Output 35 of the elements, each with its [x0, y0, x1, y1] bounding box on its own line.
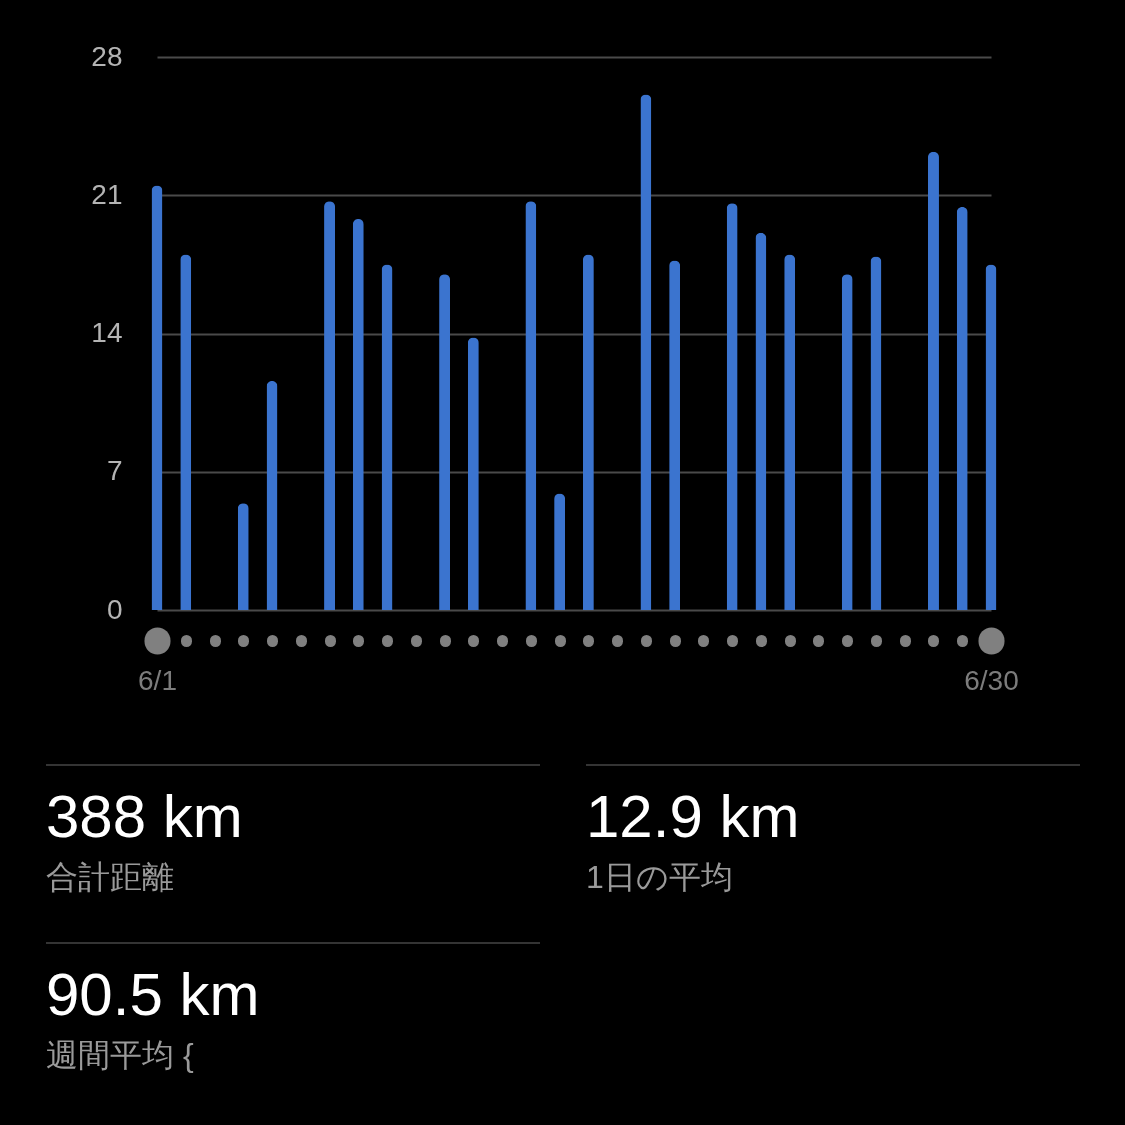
y-tick-label: 21 [91, 178, 123, 210]
bar [180, 254, 192, 610]
bar [669, 260, 681, 610]
bar [784, 254, 796, 610]
bar [755, 232, 767, 610]
bar [554, 493, 566, 610]
text: 90.5 km [46, 961, 261, 1028]
bar [324, 201, 336, 610]
text: 1日の平均 [586, 858, 734, 897]
bar [266, 380, 278, 610]
bar [237, 503, 249, 610]
bar [841, 274, 853, 610]
bar [151, 185, 163, 610]
bar [726, 203, 738, 610]
x-tick-label: 6/1 [138, 664, 177, 696]
bar [956, 207, 968, 610]
bar [582, 254, 594, 610]
bar [640, 94, 652, 610]
bar [525, 201, 537, 610]
bar [439, 274, 451, 610]
y-tick-label: 28 [91, 40, 123, 72]
x-tick-label: 6/30 [964, 664, 1019, 696]
bar [467, 337, 479, 610]
text: 12.9 km [586, 783, 801, 850]
bar [352, 218, 364, 610]
text: 週間平均 { [46, 1036, 195, 1075]
bar [870, 256, 882, 610]
y-tick-label: 0 [106, 593, 123, 625]
y-tick-label: 14 [91, 317, 123, 348]
y-tick-label: 7 [106, 455, 123, 487]
bar [927, 151, 939, 610]
text: 合計距離 [46, 858, 175, 897]
bar [985, 264, 997, 610]
bar [381, 264, 393, 610]
text: 388 km [46, 783, 244, 850]
